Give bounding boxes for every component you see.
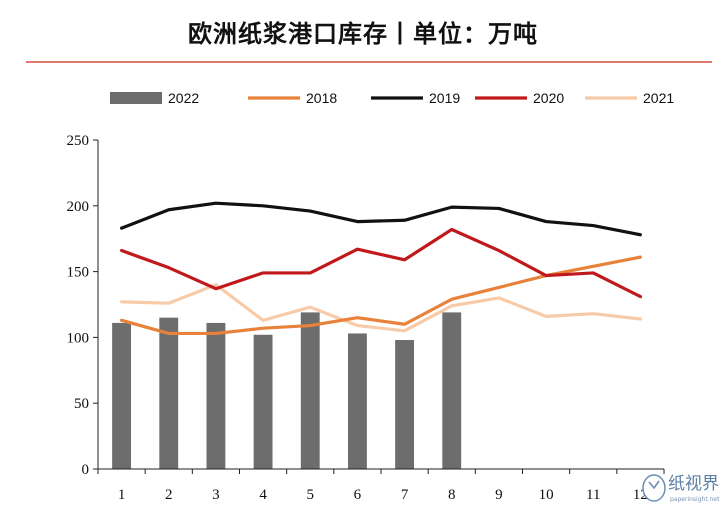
legend-label: 2019 <box>429 90 460 106</box>
legend-label: 2018 <box>306 90 337 106</box>
y-tick-label: 100 <box>67 330 90 346</box>
watermark-logo: 纸视界 paperinsight.net <box>640 468 724 506</box>
x-tick-label: 1 <box>118 487 126 503</box>
legend-label: 2020 <box>533 90 564 106</box>
y-tick-label: 50 <box>74 396 89 412</box>
line-series-2019 <box>119 201 643 237</box>
x-tick-label: 8 <box>448 487 456 503</box>
bar-series-2022 <box>112 312 462 469</box>
title-divider <box>26 61 712 63</box>
x-tick-label: 4 <box>259 487 267 503</box>
legend-label: 2021 <box>643 90 674 106</box>
x-tick-label: 5 <box>307 487 315 503</box>
legend-item-2022: 2022 <box>110 90 199 106</box>
legend: 2022 2018 2019 2020 2021 <box>110 90 674 106</box>
x-tick-label: 11 <box>586 487 600 503</box>
chart-title: 欧洲纸浆港口库存丨单位：万吨 <box>188 20 538 48</box>
x-tick-label: 7 <box>401 487 409 503</box>
bar-2022-2 <box>159 317 179 469</box>
bar-2022-5 <box>300 312 320 469</box>
watermark-brand: 纸视界 <box>668 474 719 494</box>
bar-2022-3 <box>206 322 226 469</box>
legend-item-2019: 2019 <box>371 90 460 106</box>
line-series-group <box>119 201 643 336</box>
x-tick-label: 3 <box>212 487 220 503</box>
watermark-site: paperinsight.net <box>670 496 720 503</box>
y-tick-label: 250 <box>67 133 90 149</box>
legend-item-2018: 2018 <box>248 90 337 106</box>
x-tick-label: 6 <box>354 487 362 503</box>
bar-2022-1 <box>112 322 132 469</box>
x-tick-label: 9 <box>495 487 503 503</box>
legend-label: 2022 <box>168 90 199 106</box>
bar-2022-6 <box>347 333 367 469</box>
legend-swatch <box>110 92 162 104</box>
line-series-2021 <box>119 283 643 333</box>
legend-item-2020: 2020 <box>475 90 564 106</box>
legend-item-2021: 2021 <box>585 90 674 106</box>
line-series-2020 <box>119 227 643 299</box>
y-tick-label: 200 <box>67 199 90 215</box>
bar-2022-8 <box>442 312 462 469</box>
x-tick-label: 2 <box>165 487 173 503</box>
y-tick-label: 150 <box>67 265 90 281</box>
bar-2022-4 <box>253 334 273 469</box>
x-tick-label: 10 <box>539 487 554 503</box>
bar-2022-7 <box>395 340 415 469</box>
line-series-2018 <box>119 255 643 336</box>
y-tick-label: 0 <box>82 462 90 478</box>
